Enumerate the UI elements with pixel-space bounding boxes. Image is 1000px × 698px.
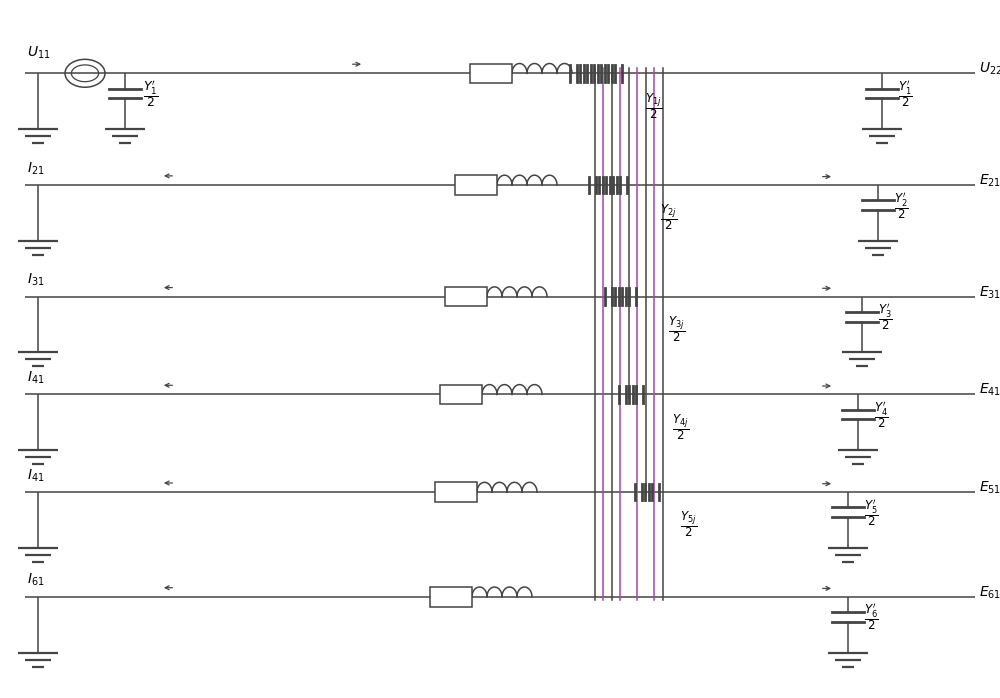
Bar (445, 287, 487, 306)
Text: $E_{31}$: $E_{31}$ (979, 284, 1000, 301)
Text: $\dfrac{Y_{2j}}{2}$: $\dfrac{Y_{2j}}{2}$ (660, 202, 677, 232)
Text: $E_{61}$: $E_{61}$ (979, 584, 1000, 601)
Text: $\dfrac{Y_1'}{2}$: $\dfrac{Y_1'}{2}$ (143, 78, 159, 109)
Bar (435, 482, 477, 502)
Text: $U_{11}$: $U_{11}$ (27, 45, 51, 61)
Text: $\dfrac{Y_{1j}}{2}$: $\dfrac{Y_{1j}}{2}$ (645, 91, 662, 121)
Text: $\dfrac{Y_5'}{2}$: $\dfrac{Y_5'}{2}$ (864, 497, 879, 528)
Bar (455, 175, 497, 195)
Text: $I_{61}$: $I_{61}$ (27, 572, 45, 588)
Text: $E_{21}$: $E_{21}$ (979, 172, 1000, 189)
Text: $E_{51}$: $E_{51}$ (979, 480, 1000, 496)
Text: $U_{22}$: $U_{22}$ (979, 61, 1000, 77)
Text: $I_{41}$: $I_{41}$ (27, 468, 45, 484)
Text: $\dfrac{Y_2'}{2}$: $\dfrac{Y_2'}{2}$ (894, 190, 909, 221)
Bar (470, 64, 512, 83)
Text: $\dfrac{Y_{4j}}{2}$: $\dfrac{Y_{4j}}{2}$ (672, 412, 689, 442)
Bar (430, 587, 472, 607)
Text: $\dfrac{Y_3'}{2}$: $\dfrac{Y_3'}{2}$ (878, 302, 893, 332)
Text: $\dfrac{Y_{3j}}{2}$: $\dfrac{Y_{3j}}{2}$ (668, 314, 685, 344)
Text: $E_{41}$: $E_{41}$ (979, 382, 1000, 399)
Text: $I_{21}$: $I_{21}$ (27, 161, 45, 177)
Text: $\dfrac{Y_4'}{2}$: $\dfrac{Y_4'}{2}$ (874, 399, 889, 430)
Text: $I_{31}$: $I_{31}$ (27, 272, 45, 288)
Text: $\dfrac{Y_6'}{2}$: $\dfrac{Y_6'}{2}$ (864, 602, 879, 632)
Text: $\dfrac{Y_1'}{2}$: $\dfrac{Y_1'}{2}$ (898, 78, 913, 109)
Bar (440, 385, 482, 404)
Text: $\dfrac{Y_{5j}}{2}$: $\dfrac{Y_{5j}}{2}$ (680, 510, 697, 540)
Text: $I_{41}$: $I_{41}$ (27, 370, 45, 386)
